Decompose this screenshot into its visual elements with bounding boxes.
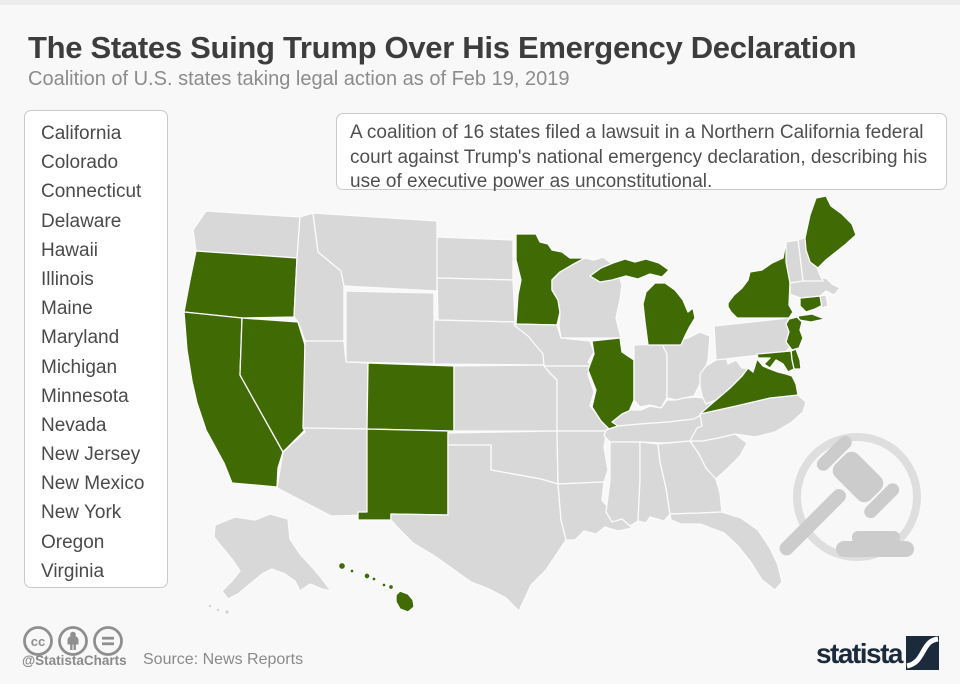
attribution-icon <box>58 626 88 656</box>
attribution-person-glyph <box>67 631 79 650</box>
state-alaska <box>213 513 332 600</box>
state-hawaii-big-island <box>395 590 415 613</box>
suing-states-list: California Colorado Connecticut Delaware… <box>41 119 167 586</box>
list-item: New York <box>41 502 122 524</box>
state-kansas <box>453 364 558 432</box>
no-derivatives-icon <box>93 626 123 656</box>
list-item: New Jersey <box>41 444 141 466</box>
no-derivatives-glyph <box>102 636 114 646</box>
state-new-mexico <box>357 428 449 521</box>
state-alaska-island <box>215 607 221 613</box>
state-hawaii-island <box>381 582 387 588</box>
state-colorado <box>366 362 455 432</box>
state-west-virginia <box>699 355 749 405</box>
state-florida <box>669 511 783 591</box>
list-item: Hawaii <box>41 239 99 261</box>
source-text: Source: News Reports <box>143 651 304 668</box>
state-wyoming <box>345 290 435 365</box>
list-item: Nevada <box>41 414 107 436</box>
statista-handle: @StatistaCharts <box>22 653 127 668</box>
list-item: California <box>41 123 122 144</box>
page-subtitle: Coalition of U.S. states taking legal ac… <box>28 68 570 90</box>
annotation-box: A coalition of 16 states filed a lawsuit… <box>336 113 947 192</box>
suing-states-list-box: California Colorado Connecticut Delaware… <box>24 110 168 588</box>
statista-wordmark: statista <box>815 638 904 669</box>
state-maryland <box>756 350 795 373</box>
list-item: Virginia <box>41 560 105 582</box>
state-alaska-island <box>223 608 231 616</box>
state-south-dakota <box>436 277 516 323</box>
page-title: The States Suing Trump Over His Emergenc… <box>28 30 857 65</box>
list-item: New Mexico <box>41 473 145 495</box>
state-ohio <box>661 331 711 401</box>
state-indiana <box>633 343 668 409</box>
state-arkansas <box>556 430 609 485</box>
list-item: Oregon <box>41 531 105 553</box>
state-maine <box>804 195 857 269</box>
state-michigan-lower <box>642 282 696 346</box>
list-item: Maryland <box>41 327 120 349</box>
list-item: Delaware <box>41 210 122 232</box>
state-hawaii-island <box>371 576 377 582</box>
list-item: Connecticut <box>41 181 142 203</box>
state-north-dakota <box>436 236 514 281</box>
state-oregon <box>183 250 298 319</box>
state-alaska-island <box>207 603 213 609</box>
top-accent-bar <box>0 0 960 5</box>
gavel-icon <box>779 433 921 561</box>
state-hawaii-island <box>387 583 395 591</box>
state-mississippi <box>605 441 641 527</box>
list-item: Minnesota <box>41 385 129 407</box>
list-item: Maine <box>41 298 93 320</box>
state-hawaii-island <box>337 561 347 571</box>
license-icons: cc <box>23 626 123 656</box>
cc-icon-label: cc <box>31 634 45 649</box>
cc-icon <box>23 626 53 656</box>
state-new-jersey <box>785 316 804 351</box>
state-connecticut <box>799 295 824 313</box>
state-hawaii-island <box>363 572 371 580</box>
state-new-york-long-island <box>797 313 826 323</box>
state-rhode-island <box>819 294 829 309</box>
states-layer <box>183 195 857 616</box>
state-washington <box>192 210 301 259</box>
state-montana <box>312 212 438 292</box>
state-new-york <box>727 241 794 319</box>
state-texas <box>390 444 567 612</box>
state-louisiana <box>557 481 633 541</box>
state-hawaii-island <box>349 568 355 574</box>
list-item: Colorado <box>41 152 119 174</box>
list-item: Michigan <box>41 356 118 378</box>
state-michigan-upper <box>589 258 670 283</box>
list-item: Illinois <box>41 268 94 290</box>
